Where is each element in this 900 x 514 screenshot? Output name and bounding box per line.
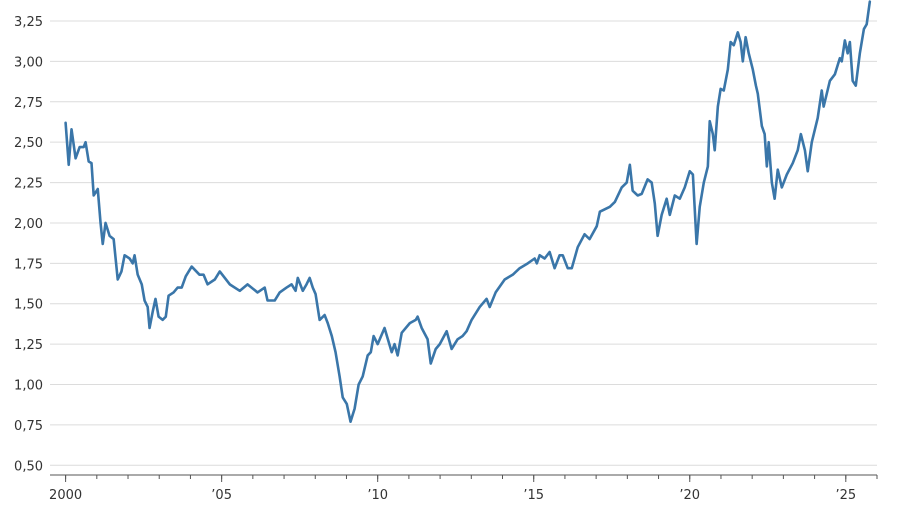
x-tick-label: 2000 bbox=[49, 488, 82, 503]
y-tick-label: 2,75 bbox=[14, 96, 43, 111]
y-tick-label: 3,25 bbox=[14, 15, 43, 30]
y-tick-label: 0,50 bbox=[14, 459, 43, 474]
y-tick-label: 2,25 bbox=[14, 177, 43, 192]
y-tick-label: 1,50 bbox=[14, 298, 43, 313]
y-tick-label: 3,00 bbox=[14, 55, 43, 70]
data-line bbox=[64, 0, 872, 423]
y-tick-label: 2,50 bbox=[14, 136, 43, 151]
y-tick-label: 0,75 bbox=[14, 419, 43, 434]
y-tick-label: 1,00 bbox=[14, 379, 43, 394]
x-tick-label: ’20 bbox=[679, 488, 700, 503]
y-tick-label: 1,75 bbox=[14, 257, 43, 272]
y-tick-label: 1,25 bbox=[14, 338, 43, 353]
y-tick-label: 2,00 bbox=[14, 217, 43, 232]
x-tick-label: ’05 bbox=[211, 488, 232, 503]
x-tick-label: ’10 bbox=[367, 488, 388, 503]
x-tick-label: ’25 bbox=[835, 488, 856, 503]
x-tick-label: ’15 bbox=[523, 488, 544, 503]
